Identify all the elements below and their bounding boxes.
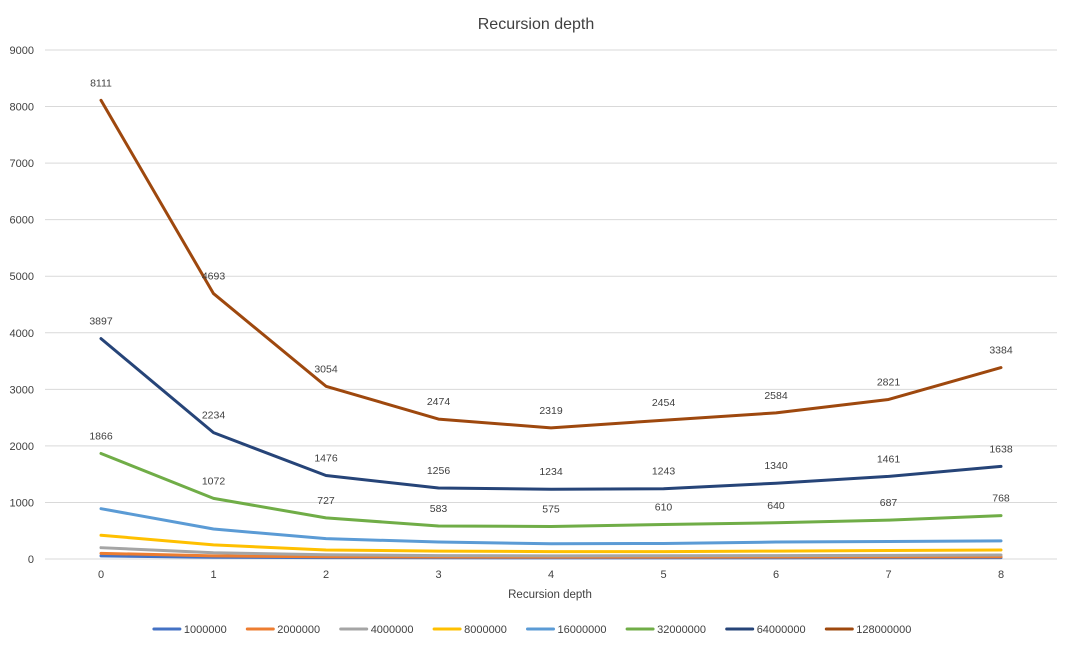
data-label: 1072 — [202, 475, 226, 487]
x-axis-title: Recursion depth — [508, 589, 592, 601]
legend: 1000000 2000000 4000000 8000000 16000000 3200… — [152, 624, 911, 636]
chart-title: Recursion depth — [478, 16, 595, 33]
legend-item: 64000000 — [725, 624, 806, 636]
y-tick-label: 6000 — [10, 215, 34, 227]
legend-label: 16000000 — [558, 624, 607, 636]
data-label: 583 — [430, 503, 448, 515]
legend-label: 32000000 — [657, 624, 706, 636]
x-tick-label: 1 — [210, 569, 216, 581]
y-tick-label: 3000 — [10, 384, 34, 396]
data-label: 1638 — [989, 443, 1013, 455]
data-label: 1866 — [89, 430, 113, 442]
gridlines — [45, 49, 1057, 560]
legend-item: 8000000 — [432, 624, 507, 636]
x-tick-label: 0 — [98, 569, 104, 581]
legend-label: 8000000 — [464, 624, 507, 636]
legend-label: 128000000 — [856, 624, 911, 636]
y-tick-label: 7000 — [10, 158, 34, 170]
series-line-128000000 — [99, 98, 1003, 430]
data-label: 3897 — [89, 316, 113, 328]
data-label: 2821 — [877, 376, 901, 388]
data-label: 2319 — [539, 405, 563, 417]
series-line-16000000 — [99, 507, 1003, 546]
data-label: 1461 — [877, 453, 901, 465]
x-tick-label: 4 — [548, 569, 554, 581]
data-label: 4693 — [202, 271, 226, 283]
x-tick-label: 7 — [885, 569, 891, 581]
data-label: 1234 — [539, 466, 563, 478]
legend-label: 1000000 — [184, 624, 227, 636]
x-tick-label: 6 — [773, 569, 779, 581]
legend-label: 4000000 — [371, 624, 414, 636]
data-label: 2584 — [764, 390, 788, 402]
data-label: 3384 — [989, 345, 1013, 357]
series-line-32000000 — [99, 451, 1003, 528]
y-tick-label: 2000 — [10, 441, 34, 453]
legend-item: 128000000 — [824, 624, 911, 636]
y-tick-label: 5000 — [10, 271, 34, 283]
data-label: 640 — [767, 500, 785, 512]
x-tick-label: 2 — [323, 569, 329, 581]
data-label: 575 — [542, 503, 560, 515]
y-tick-label: 1000 — [10, 497, 34, 509]
series-line-4000000 — [99, 546, 1003, 558]
legend-label: 64000000 — [757, 624, 806, 636]
y-axis-ticks: 0 1000 2000 3000 4000 5000 6000 7000 8000 9000 — [10, 45, 34, 566]
y-tick-label: 4000 — [10, 328, 34, 340]
data-label: 2234 — [202, 410, 226, 422]
x-tick-label: 8 — [998, 569, 1004, 581]
data-label: 1243 — [652, 466, 676, 478]
legend-item: 1000000 — [152, 624, 227, 636]
y-tick-label: 8000 — [10, 102, 34, 114]
data-label: 610 — [655, 502, 673, 514]
series-line-8000000 — [99, 533, 1003, 554]
data-label: 727 — [317, 495, 335, 507]
series-line-64000000 — [99, 337, 1003, 491]
data-label: 2454 — [652, 397, 676, 409]
data-label: 1256 — [427, 465, 451, 477]
x-tick-label: 3 — [435, 569, 441, 581]
series-lines — [99, 98, 1003, 560]
data-label: 3054 — [314, 363, 338, 375]
y-tick-label: 9000 — [10, 45, 34, 57]
y-tick-label: 0 — [28, 554, 34, 566]
data-label: 687 — [880, 497, 898, 509]
legend-label: 2000000 — [277, 624, 320, 636]
x-tick-label: 5 — [660, 569, 666, 581]
data-label: 2474 — [427, 396, 451, 408]
legend-item: 4000000 — [339, 624, 414, 636]
data-labels: 1866 1072 727 583 575 610 640 687 768 3897 2234 147… — [89, 77, 1013, 515]
legend-item: 2000000 — [245, 624, 320, 636]
legend-item: 32000000 — [625, 624, 706, 636]
data-label: 768 — [992, 493, 1010, 505]
data-label: 1340 — [764, 460, 788, 472]
data-label: 1476 — [314, 453, 338, 465]
x-axis-ticks: 0 1 2 3 4 5 6 7 8 — [98, 569, 1004, 581]
legend-item: 16000000 — [526, 624, 607, 636]
data-label: 8111 — [90, 77, 112, 89]
